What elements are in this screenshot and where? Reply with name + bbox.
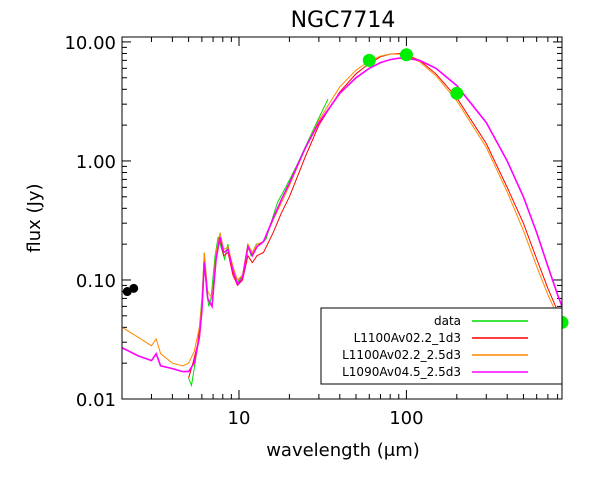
legend-label: data — [434, 314, 461, 328]
points-layer — [122, 48, 569, 329]
x-axis-label: wavelength (μm) — [266, 440, 420, 461]
y-tick-label: 10.00 — [64, 33, 116, 54]
chart-title: NGC7714 — [291, 8, 396, 33]
photometry-data-point — [450, 86, 464, 100]
legend-label: L1100Av02.2_1d3 — [354, 331, 461, 345]
photometry-data-point — [399, 48, 413, 62]
axes: 10 100 0.01 0.10 1.00 10.00 — [64, 33, 562, 429]
legend-label: L1100Av02.2_2.5d3 — [342, 348, 461, 362]
nir-data-point — [129, 283, 139, 293]
series-layer — [122, 52, 562, 388]
y-tick-label: 0.01 — [76, 390, 116, 411]
y-tick-label: 0.10 — [76, 271, 116, 292]
series-line-3 — [122, 53, 562, 367]
legend-label: L1090Av04.5_2.5d3 — [342, 365, 461, 379]
plot-frame — [121, 36, 563, 400]
x-tick-label: 100 — [389, 408, 423, 429]
y-tick-label: 1.00 — [76, 152, 116, 173]
series-line-4 — [122, 57, 562, 373]
x-tick-label: 10 — [228, 408, 251, 429]
legend: data L1100Av02.2_1d3 L1100Av02.2_2.5d3 L109… — [320, 307, 563, 385]
y-axis-label: flux (Jy) — [24, 183, 45, 252]
series-line-1 — [188, 98, 329, 388]
photometry-data-point — [362, 53, 376, 67]
